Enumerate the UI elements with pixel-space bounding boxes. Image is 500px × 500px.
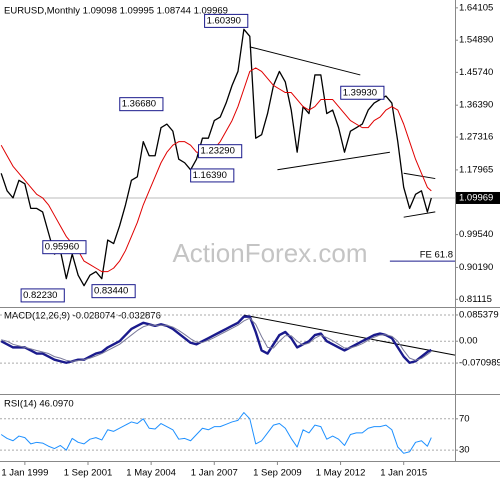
trendline [277, 151, 390, 171]
y-tick-label: 30 [459, 445, 470, 456]
annotation-box [91, 284, 136, 299]
annotation-box [190, 168, 235, 183]
trendline [403, 211, 436, 218]
annotation-label: 0.83440 [94, 286, 128, 297]
y-tick-label: 0.99540 [459, 229, 493, 240]
watermark: ActionForex.com [172, 238, 367, 268]
trendline [403, 172, 436, 180]
y-tick-label: 0.90190 [459, 262, 493, 273]
y-tick-label: 1.27316 [459, 132, 493, 143]
trendline [249, 46, 361, 76]
annotation-box [20, 288, 65, 303]
x-tick-label: 1 May 2004 [126, 468, 176, 479]
y-tick-label: 1.64105 [459, 2, 493, 13]
annotation-label: 1.36680 [122, 99, 156, 110]
annotation-label: 0.95960 [45, 242, 79, 253]
annotation-box [340, 85, 385, 100]
annotation-label: 1.60390 [207, 15, 241, 26]
y-tick-label: -0.070989 [459, 358, 500, 369]
y-tick-label: 70 [459, 413, 470, 424]
fe-label: FE 61.8 [420, 250, 453, 261]
y-tick-label: 1.17965 [459, 164, 493, 175]
annotation-box [42, 240, 87, 255]
annotation-box [198, 144, 243, 159]
annotation-label: 0.82230 [23, 290, 57, 301]
y-tick-label: 1.54890 [459, 35, 493, 46]
x-tick-label: 1 Sep 2001 [64, 468, 113, 479]
x-tick-label: 1 Jan 2007 [191, 468, 238, 479]
annotation-label: 1.23290 [201, 146, 235, 157]
series-line [0, 412, 432, 454]
panel-title: MACD(12,26,9) -0.028074 -0.032876 [4, 311, 161, 322]
annotation-box [204, 13, 249, 28]
y-tick-label: 0.00 [459, 336, 478, 347]
trendline [243, 314, 456, 356]
y-tick-label: 0.085379 [459, 309, 499, 320]
x-tick-label: 1 May 2012 [316, 468, 366, 479]
annotation-label: 1.39930 [343, 87, 377, 98]
annotation-box [119, 97, 164, 112]
y-tick-label: 0.81115 [459, 294, 492, 305]
last-price-label: 1.09969 [459, 193, 493, 204]
panel-title: EURUSD,Monthly 1.09098 1.09995 1.08744 1… [4, 6, 228, 17]
last-price-box [456, 191, 500, 204]
series-line [0, 28, 432, 287]
series-line [1, 317, 432, 362]
y-tick-label: 1.45740 [459, 67, 493, 78]
y-tick-label: 1.36390 [459, 100, 493, 111]
x-tick-label: 1 Jan 2015 [380, 468, 427, 479]
x-tick-label: 1 Sep 2009 [253, 468, 302, 479]
panel-frames [0, 0, 500, 462]
panel-title: RSI(14) 46.0970 [4, 399, 74, 410]
annotation-label: 1.16390 [193, 170, 227, 181]
x-tick-label: 1 Jan 1999 [1, 468, 48, 479]
